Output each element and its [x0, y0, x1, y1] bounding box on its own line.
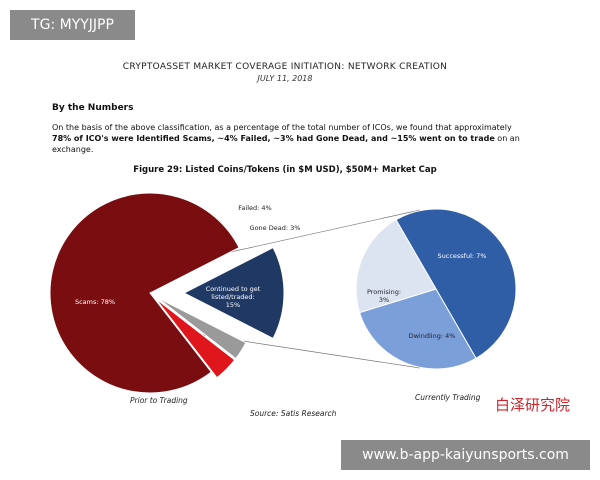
slice-label: Promising: 3%: [366, 288, 402, 304]
pie-slice: [355, 219, 437, 314]
figure-title: Figure 29: Listed Coins/Tokens (in $M US…: [133, 165, 437, 175]
overlay-label: www.b-app-kaiyunsports.com: [341, 440, 590, 470]
slice-label: Failed: 4%: [238, 204, 272, 212]
watermark: 白泽研究院: [495, 396, 571, 414]
pie-slice: [155, 298, 236, 379]
text: On the basis of the above classification…: [52, 123, 512, 132]
overlay-label: TG: MYYJJPP: [10, 10, 135, 40]
pie-slice: [156, 296, 247, 360]
text: on an exchange.: [52, 134, 520, 154]
slice-label: Scams: 78%: [74, 298, 116, 306]
slice-label: Dwindling: 4%: [408, 332, 456, 340]
caption: Currently Trading: [415, 393, 481, 402]
slice-label: Gone Dead: 3%: [249, 224, 301, 232]
source: Source: Satis Research: [250, 409, 337, 418]
paragraph: On the basis of the above classification…: [52, 122, 522, 155]
pie-slice: [49, 192, 240, 394]
pie-slice: [182, 246, 285, 340]
heading: By the Numbers: [52, 103, 134, 113]
pie-slice: [358, 288, 477, 370]
doc-date: JULY 11, 2018: [257, 74, 313, 83]
bold-text: 78% of ICO's were Identified Scams, ~4% …: [52, 134, 495, 143]
doc-title: CRYPTOASSET MARKET COVERAGE INITIATION: …: [122, 62, 448, 72]
slice-label: Continued to get listed/traded: 15%: [205, 285, 261, 309]
caption: Prior to Trading: [130, 396, 188, 405]
slice-label: Successful: 7%: [437, 252, 487, 260]
pie-slice: [395, 208, 517, 359]
